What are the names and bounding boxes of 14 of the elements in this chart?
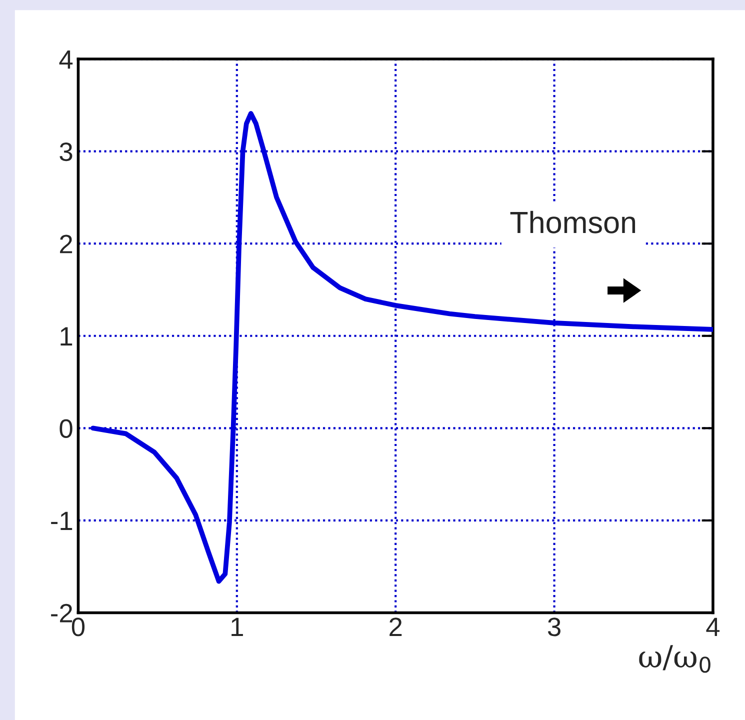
y-tick-label: 0 xyxy=(60,419,72,438)
x-tick-label: 0 xyxy=(72,618,85,636)
y-tick-label: 2 xyxy=(60,234,72,254)
y-tick-label: -2 xyxy=(51,604,72,622)
x-tick-label: 3 xyxy=(548,618,560,636)
annotation: Thomson xyxy=(510,210,636,234)
x-axis-title: ω/ω$_{0}$ xyxy=(639,645,710,673)
y-tick-label: 1 xyxy=(60,327,72,346)
x-tick-label: 1 xyxy=(232,618,243,636)
y-tick-label: -1 xyxy=(51,512,72,530)
y-tick-label: 4 xyxy=(59,50,73,69)
y-tick-label: 3 xyxy=(60,142,72,162)
x-tick-label: 4 xyxy=(706,618,720,636)
x-tick-label: 2 xyxy=(390,618,402,636)
